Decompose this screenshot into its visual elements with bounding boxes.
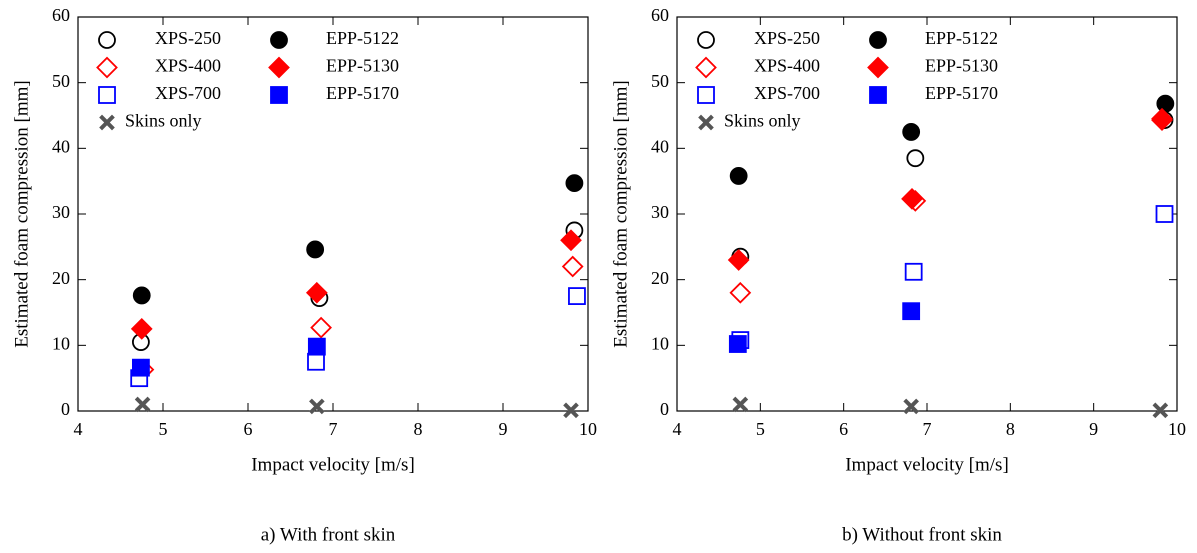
y-tick-label: 10 [52,333,70,353]
marker [563,402,579,419]
marker [903,398,919,415]
legend-marker [698,114,714,131]
legend-marker [867,56,889,79]
x-tick-label: 9 [499,419,508,439]
marker [1155,205,1174,223]
legend-marker [98,86,116,104]
x-tick-label: 9 [1089,419,1098,439]
legend-marker [98,31,116,49]
x-axis-label: Impact velocity [m/s] [845,454,1009,475]
y-tick-label: 20 [52,268,70,288]
y-tick-label: 50 [52,71,70,91]
marker [728,335,747,353]
legend-label: EPP-5170 [925,83,998,103]
marker [902,123,921,141]
y-tick-label: 30 [651,202,669,222]
subplot: 4 5 6 7 8 9 10 0 10 20 30 40 50 60 Impact velocity [m/… [610,5,1186,545]
marker [902,302,921,321]
marker [1151,107,1173,130]
legend-label: XPS-700 [754,83,820,103]
marker [901,188,923,210]
y-tick-label: 60 [651,5,669,25]
y-tick-label: 40 [52,136,70,156]
y-tick-label: 0 [660,399,669,419]
legend-label: EPP-5122 [925,28,998,48]
marker [310,316,332,339]
marker [904,262,923,281]
y-axis-label: Estimated foam compression [mm] [11,80,32,348]
marker [729,167,748,185]
y-tick-label: 60 [52,5,70,25]
x-tick-label: 4 [74,419,83,439]
marker [132,286,151,305]
x-tick-label: 5 [756,419,765,439]
marker [306,240,325,259]
marker [307,352,325,371]
x-tick-label: 10 [579,419,597,439]
marker [732,396,749,413]
x-tick-label: 8 [1006,419,1015,439]
legend-label: XPS-250 [155,28,221,48]
marker [729,281,752,304]
legend-label: XPS-400 [155,56,221,76]
legend-label: XPS-700 [155,83,221,103]
caption: a) With front skin [261,524,396,545]
plot-frame [77,16,589,412]
x-tick-label: 10 [1168,419,1186,439]
y-tick-label: 20 [651,268,669,288]
marker [560,229,582,252]
marker [727,249,750,271]
legend-label: EPP-5170 [326,83,399,103]
marker [1152,402,1169,419]
legend-label: XPS-250 [754,28,820,48]
marker [305,281,328,304]
y-tick-label: 10 [651,333,669,353]
x-tick-label: 4 [673,419,682,439]
x-tick-label: 5 [159,419,168,439]
legend-label: EPP-5130 [925,56,998,76]
legend-marker [697,31,715,49]
legend-marker [96,56,118,79]
legend-marker [99,114,115,131]
marker [134,396,151,413]
legend-marker [270,86,288,104]
y-axis-label: Estimated foam compression [mm] [610,80,631,348]
legend-marker [869,86,887,104]
legend-marker [697,86,715,104]
legend-marker [268,56,290,79]
marker [561,255,584,278]
x-tick-label: 8 [414,419,423,439]
legend-marker [695,56,717,79]
marker [568,287,586,305]
legend-label: EPP-5122 [326,28,399,48]
x-tick-label: 7 [923,419,932,439]
caption: b) Without front skin [842,524,1002,545]
marker [130,318,153,340]
legend-marker [869,31,887,49]
x-axis-label: Impact velocity [m/s] [251,454,415,475]
marker [131,358,150,377]
y-tick-label: 40 [651,136,669,156]
marker [309,398,325,415]
marker [565,174,584,193]
x-tick-label: 6 [839,419,848,439]
plot-frame [676,16,1178,412]
y-tick-label: 0 [61,399,70,419]
subplot: 4 5 6 7 8 9 10 0 10 20 30 40 50 60 Impact velocity [m/… [11,5,597,545]
marker [1156,94,1175,113]
y-tick-label: 50 [651,71,669,91]
x-tick-label: 6 [244,419,253,439]
x-tick-label: 7 [329,419,338,439]
legend-label: EPP-5130 [326,56,399,76]
legend-label: Skins only [125,111,202,131]
y-tick-label: 30 [52,202,70,222]
marker [307,337,326,356]
marker [906,149,925,168]
legend-label: XPS-400 [754,56,820,76]
legend-label: Skins only [724,111,801,131]
legend-marker [270,31,288,49]
